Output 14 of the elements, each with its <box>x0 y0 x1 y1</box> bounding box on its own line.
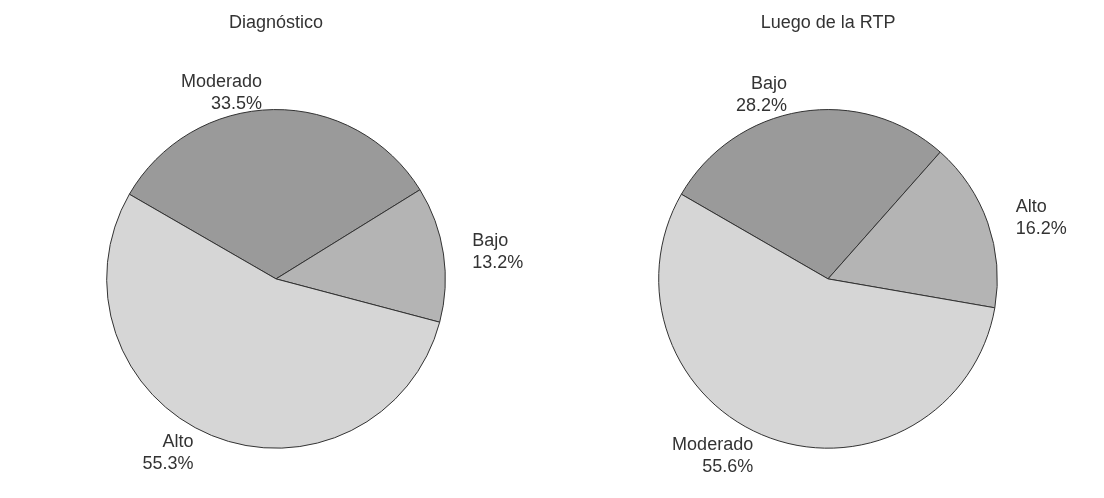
data-label: 33.5% <box>211 92 263 113</box>
slice-label: Bajo <box>472 230 509 251</box>
slice-label: Alto <box>1015 195 1047 216</box>
data-label: 55.3% <box>142 453 194 474</box>
data-label: 13.2% <box>472 252 524 273</box>
slice-label: Alto <box>162 431 194 452</box>
slice-label: Moderado <box>672 433 754 454</box>
data-label: 55.6% <box>702 455 754 476</box>
chart-title: Luego de la RTP <box>760 12 896 32</box>
chart-title: Diagnóstico <box>228 12 324 32</box>
slice-label: Bajo <box>750 72 787 93</box>
data-label: 16.2% <box>1015 217 1067 238</box>
data-label: 28.2% <box>735 94 787 115</box>
slice-label: Moderado <box>181 70 263 91</box>
